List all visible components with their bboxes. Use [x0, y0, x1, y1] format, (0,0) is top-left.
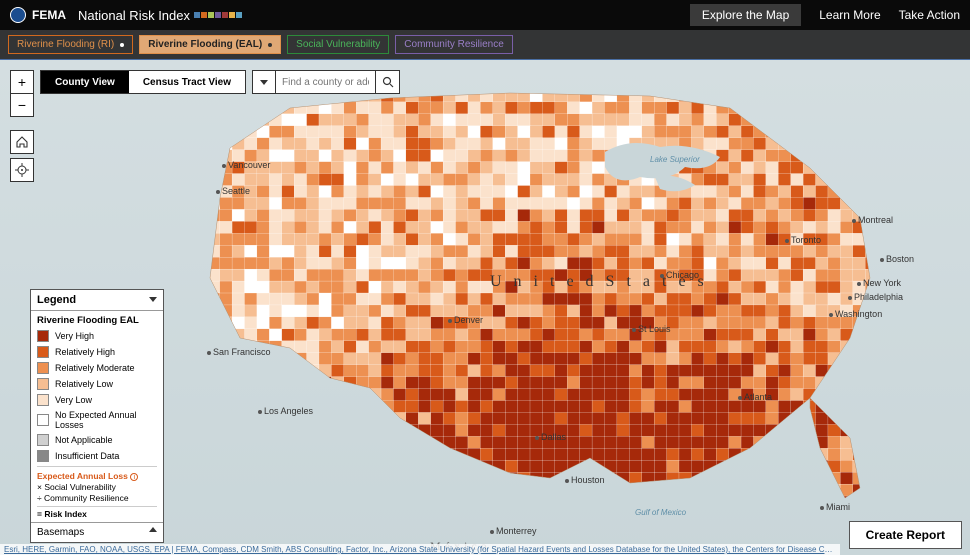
- city-label: Los Angeles: [258, 406, 313, 416]
- city-label: Boston: [880, 254, 914, 264]
- legend-swatch: [37, 330, 49, 342]
- fema-seal-icon: [10, 7, 26, 23]
- legend-formula: Expected Annual Loss i × Social Vulnerab…: [31, 469, 163, 522]
- legend-label: Very High: [55, 331, 94, 341]
- legend-row: No Expected Annual Losses: [31, 408, 163, 432]
- take-action-link[interactable]: Take Action: [899, 8, 960, 22]
- city-label: Atlanta: [738, 392, 772, 402]
- chip-social-vulnerability[interactable]: Social Vulnerability: [287, 35, 389, 54]
- city-label: Dallas: [535, 432, 566, 442]
- attribution-text[interactable]: Esri, HERE, Garmin, FAO, NOAA, USGS, EPA…: [4, 545, 840, 554]
- app-header: FEMA National Risk Index Explore the Map…: [0, 0, 970, 30]
- legend-swatch: [37, 378, 49, 390]
- city-label: Philadelphia: [848, 292, 903, 302]
- legend-row: Not Applicable: [31, 432, 163, 448]
- legend-swatch: [37, 346, 49, 358]
- view-switch: County View Census Tract View: [40, 70, 246, 94]
- legend-label: Relatively High: [55, 347, 115, 357]
- city-label: New York: [857, 278, 901, 288]
- legend-row: Relatively Low: [31, 376, 163, 392]
- legend-header[interactable]: Legend: [31, 290, 163, 311]
- legend-row: Very High: [31, 328, 163, 344]
- search-box: [252, 70, 400, 94]
- chevron-down-icon: [149, 297, 157, 302]
- search-button[interactable]: [376, 70, 400, 94]
- chevron-down-icon: [260, 80, 268, 85]
- city-label: Miami: [820, 502, 850, 512]
- chip-riverine-flooding-eal[interactable]: Riverine Flooding (EAL): [139, 35, 281, 54]
- legend-swatch: [37, 394, 49, 406]
- brand-palette-icon: [194, 12, 242, 18]
- zoom-in-button[interactable]: +: [10, 70, 34, 94]
- extra-controls: [10, 130, 34, 186]
- filter-bar: Riverine Flooding (RI) Riverine Flooding…: [0, 30, 970, 60]
- legend-swatch: [37, 362, 49, 374]
- legend-subtitle: Riverine Flooding EAL: [31, 311, 163, 328]
- city-label: Denver: [448, 315, 483, 325]
- zoom-controls: + −: [10, 70, 34, 116]
- legend-row: Very Low: [31, 392, 163, 408]
- legend-swatch: [37, 450, 49, 462]
- header-nav: Explore the Map Learn More Take Action: [690, 4, 960, 26]
- create-report-button[interactable]: Create Report: [849, 521, 962, 549]
- app-title: National Risk Index: [78, 8, 190, 23]
- legend-label: Very Low: [55, 395, 92, 405]
- legend-swatch: [37, 414, 49, 426]
- explore-map-button[interactable]: Explore the Map: [690, 4, 801, 26]
- attribution-bar: Esri, HERE, Garmin, FAO, NOAA, USGS, EPA…: [0, 544, 840, 555]
- city-label: San Francisco: [207, 347, 271, 357]
- city-label: Seattle: [216, 186, 250, 196]
- chip-riverine-flooding-ri[interactable]: Riverine Flooding (RI): [8, 35, 133, 54]
- search-input[interactable]: [276, 70, 376, 94]
- city-label: Vancouver: [222, 160, 270, 170]
- legend-swatch: [37, 434, 49, 446]
- city-label: Monterrey: [490, 526, 537, 536]
- gulf-of-mexico-label: Gulf of Mexico: [635, 508, 686, 517]
- map-controls: + − County View Census Tract View: [10, 70, 400, 116]
- great-lakes: [600, 137, 730, 197]
- legend-label: Relatively Low: [55, 379, 113, 389]
- city-label: Montreal: [852, 215, 893, 225]
- legend-label: Insufficient Data: [55, 451, 119, 461]
- legend-label: Not Applicable: [55, 435, 113, 445]
- legend-title: Legend: [37, 294, 76, 306]
- legend-row: Relatively Moderate: [31, 360, 163, 376]
- legend-label: No Expected Annual Losses: [55, 410, 157, 430]
- search-icon: [382, 76, 394, 88]
- map-canvas[interactable]: + − County View Census Tract View U n i …: [0, 60, 970, 555]
- lake-superior-label: Lake Superior: [650, 155, 700, 164]
- learn-more-link[interactable]: Learn More: [819, 8, 880, 22]
- home-icon: [15, 135, 29, 149]
- legend-row: Insufficient Data: [31, 448, 163, 464]
- legend-label: Relatively Moderate: [55, 363, 135, 373]
- choropleth-map: [170, 78, 890, 508]
- home-extent-button[interactable]: [10, 130, 34, 154]
- legend-panel: Legend Riverine Flooding EAL Very High Re…: [30, 289, 164, 543]
- city-label: Houston: [565, 475, 605, 485]
- county-view-button[interactable]: County View: [41, 71, 129, 93]
- agency-name: FEMA: [32, 8, 66, 22]
- fema-logo: FEMA: [10, 7, 66, 23]
- zoom-out-button[interactable]: −: [10, 93, 34, 117]
- chip-community-resilience[interactable]: Community Resilience: [395, 35, 512, 54]
- census-tract-view-button[interactable]: Census Tract View: [129, 71, 245, 93]
- basemaps-toggle[interactable]: Basemaps: [31, 522, 163, 542]
- city-label: Toronto: [785, 235, 821, 245]
- city-label: Washington: [829, 309, 882, 319]
- search-type-dropdown[interactable]: [252, 70, 276, 94]
- locate-icon: [15, 163, 29, 177]
- legend-row: Relatively High: [31, 344, 163, 360]
- city-label: St Louis: [632, 324, 671, 334]
- city-label: Chicago: [660, 270, 699, 280]
- chevron-up-icon: [149, 527, 157, 532]
- locate-button[interactable]: [10, 158, 34, 182]
